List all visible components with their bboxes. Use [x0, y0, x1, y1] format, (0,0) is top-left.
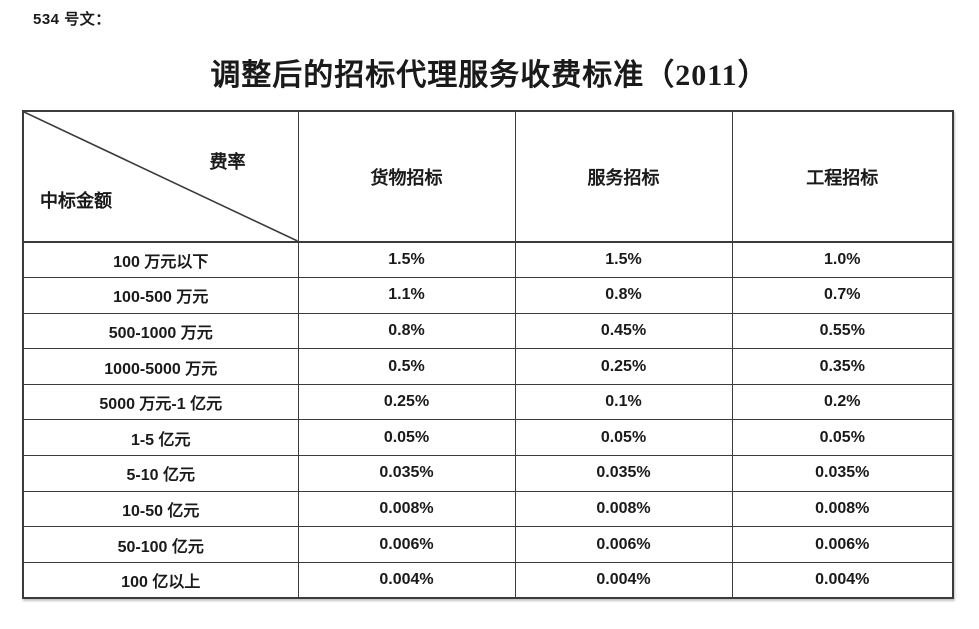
fee-rate-value-cell: 0.2% [731, 383, 954, 421]
fee-rate-value-cell: 0.006% [731, 526, 954, 563]
row-label-bid-amount-range: 500-1000 万元 [22, 312, 299, 350]
fee-rate-value-cell: 0.008% [514, 490, 733, 528]
fee-rate-value-cell: 0.05% [514, 419, 733, 457]
column-header-service-bidding: 服务招标 [514, 110, 733, 243]
table-row: 100 万元以下 1.5% 1.5% 1.0% [22, 241, 954, 279]
row-label-bid-amount-range: 50-100 亿元 [22, 526, 299, 563]
page-title: 调整后的招标代理服务收费标准（2011） [210, 59, 769, 92]
table-row: 500-1000 万元 0.8% 0.45% 0.55% [22, 312, 954, 350]
fee-rate-value-cell: 0.1% [514, 383, 733, 421]
row-label-bid-amount-range: 1-5 亿元 [22, 419, 299, 457]
row-label-bid-amount-range: 5-10 亿元 [22, 455, 299, 492]
fee-rate-value-cell: 0.5% [297, 348, 516, 385]
fee-rate-value-cell: 0.004% [731, 561, 954, 599]
row-label-bid-amount-range: 5000 万元-1 亿元 [22, 383, 299, 421]
table-row: 50-100 亿元 0.006% 0.006% 0.006% [22, 526, 954, 563]
table-row: 1000-5000 万元 0.5% 0.25% 0.35% [22, 348, 954, 385]
fee-rate-value-cell: 1.0% [731, 241, 954, 279]
table-row: 10-50 亿元 0.008% 0.008% 0.008% [22, 490, 954, 528]
table-row: 100 亿以上 0.004% 0.004% 0.004% [22, 561, 954, 599]
fee-rate-value-cell: 1.1% [297, 277, 516, 314]
fee-rate-value-cell: 0.004% [514, 561, 733, 599]
diagonal-divider-line [24, 112, 298, 241]
fee-rate-value-cell: 0.8% [514, 277, 733, 314]
table-row: 100-500 万元 1.1% 0.8% 0.7% [22, 277, 954, 314]
fee-rate-value-cell: 0.008% [297, 490, 516, 528]
fee-rate-value-cell: 0.035% [514, 455, 733, 492]
table-row: 1-5 亿元 0.05% 0.05% 0.05% [22, 419, 954, 457]
table-row: 5000 万元-1 亿元 0.25% 0.1% 0.2% [22, 383, 954, 421]
header-row: 费率 中标金额 货物招标 服务招标 工程招标 [22, 110, 954, 243]
fee-rate-value-cell: 0.035% [297, 455, 516, 492]
row-label-bid-amount-range: 100-500 万元 [22, 277, 299, 314]
fee-rate-value-cell: 0.8% [297, 312, 516, 350]
row-label-bid-amount-range: 10-50 亿元 [22, 490, 299, 528]
fee-rate-value-cell: 0.006% [514, 526, 733, 563]
column-header-goods-bidding: 货物招标 [297, 110, 516, 243]
corner-label-bid-amount: 中标金额 [40, 191, 112, 211]
fee-rate-value-cell: 0.35% [731, 348, 954, 385]
fee-table: 费率 中标金额 货物招标 服务招标 工程招标 100 万元以下 1.5% 1.5% 1… [22, 110, 954, 599]
fee-rate-value-cell: 0.05% [731, 419, 954, 457]
table-row: 5-10 亿元 0.035% 0.035% 0.035% [22, 455, 954, 492]
fee-rate-value-cell: 0.004% [297, 561, 516, 599]
fee-rate-value-cell: 0.008% [731, 490, 954, 528]
fee-rate-value-cell: 0.006% [297, 526, 516, 563]
fee-rate-value-cell: 0.25% [514, 348, 733, 385]
corner-header-cell: 费率 中标金额 [22, 110, 299, 243]
fee-rate-value-cell: 0.55% [731, 312, 954, 350]
fee-table-body: 100 万元以下 1.5% 1.5% 1.0% 100-500 万元 1.1% 0.8% 0.… [22, 241, 954, 599]
column-header-engineering-bidding: 工程招标 [731, 110, 954, 243]
fee-rate-value-cell: 0.05% [297, 419, 516, 457]
row-label-bid-amount-range: 100 万元以下 [22, 241, 299, 279]
fee-rate-value-cell: 0.035% [731, 455, 954, 492]
doc-number-label: 534 号文： [33, 11, 111, 28]
row-label-bid-amount-range: 100 亿以上 [22, 561, 299, 599]
fee-rate-value-cell: 1.5% [514, 241, 733, 279]
fee-rate-value-cell: 0.7% [731, 277, 954, 314]
fee-rate-value-cell: 1.5% [297, 241, 516, 279]
row-label-bid-amount-range: 1000-5000 万元 [22, 348, 299, 385]
corner-label-rate: 费率 [209, 152, 246, 172]
fee-rate-value-cell: 0.25% [297, 383, 516, 421]
fee-rate-value-cell: 0.45% [514, 312, 733, 350]
